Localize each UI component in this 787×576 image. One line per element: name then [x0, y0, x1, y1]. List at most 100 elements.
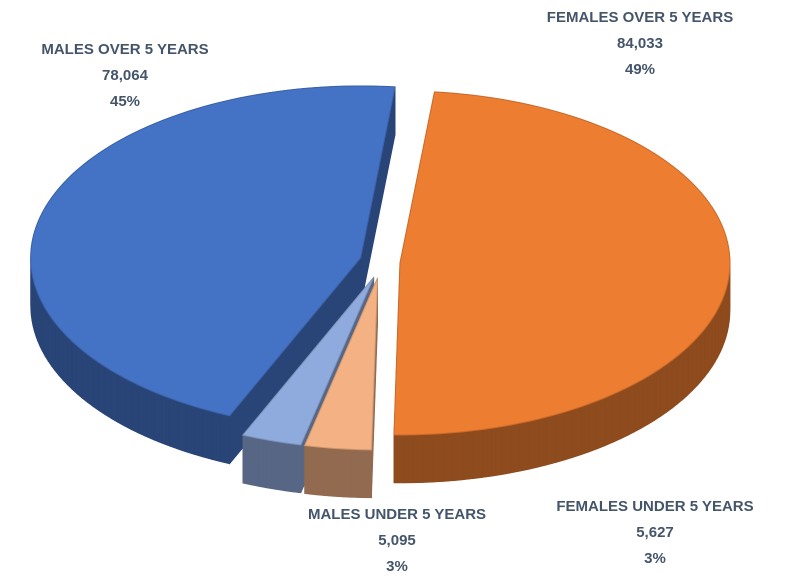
slice-side — [596, 397, 606, 450]
slice-top — [303, 277, 379, 451]
slice-side — [413, 434, 424, 484]
slice-side — [71, 340, 78, 395]
slice-side — [58, 326, 64, 381]
slice-side — [692, 337, 698, 392]
slice-side — [700, 327, 706, 383]
slice-side — [153, 391, 162, 444]
slice-side — [546, 414, 556, 466]
slice-side — [283, 442, 293, 493]
slice-side — [104, 366, 112, 420]
pie-slice — [393, 91, 731, 484]
slice-side — [87, 353, 94, 408]
slice-side — [720, 298, 723, 353]
slice-side — [423, 433, 434, 483]
pie-slice — [303, 277, 379, 499]
slice-side — [242, 434, 252, 486]
slice-side — [442, 432, 454, 482]
slice-value: 78,064 — [102, 67, 149, 84]
slice-side — [654, 367, 661, 422]
slice-side — [696, 332, 702, 387]
slice-side — [528, 418, 539, 470]
slice-percent: 3% — [644, 550, 666, 567]
slice-value: 5,627 — [636, 524, 674, 541]
slice-side — [500, 424, 511, 476]
slice-side — [711, 312, 716, 368]
slice-side — [537, 416, 548, 468]
slice-side — [202, 408, 213, 460]
slice-top — [241, 276, 375, 446]
slice-value: 5,095 — [378, 532, 416, 549]
slice-side — [138, 384, 147, 438]
slice-side — [403, 434, 414, 484]
slice-side — [131, 381, 140, 434]
slice-side — [169, 397, 179, 450]
slice-side — [361, 449, 372, 499]
slice-side — [266, 439, 276, 490]
slice-side — [41, 302, 46, 358]
slice-side — [332, 447, 343, 498]
slice-side — [292, 443, 302, 494]
slice-side — [161, 394, 170, 447]
slice-side — [117, 373, 126, 427]
slice-side — [634, 379, 642, 433]
slice-side — [323, 447, 334, 497]
slice-label: MALES UNDER 5 YEARS — [308, 506, 486, 523]
slice-side — [627, 383, 635, 437]
slice-side — [250, 436, 260, 487]
slice-side — [51, 316, 56, 372]
slice-side — [682, 346, 689, 401]
slice-side — [563, 409, 573, 461]
slice-side — [612, 390, 621, 443]
slice-side — [313, 446, 324, 496]
slice-side — [304, 445, 315, 496]
slice-side — [433, 433, 444, 483]
slice-side — [76, 345, 83, 399]
slice-side — [111, 370, 119, 423]
slice-side — [92, 357, 100, 412]
slice-side — [44, 307, 49, 363]
slice-side — [687, 341, 693, 396]
slice-side — [211, 411, 221, 463]
slice-side — [708, 317, 713, 373]
slice-side — [604, 394, 613, 447]
slice-label: FEMALES OVER 5 YEARS — [547, 9, 733, 26]
slice-side — [677, 350, 684, 405]
slice-side — [717, 303, 721, 358]
slice-side — [47, 312, 52, 367]
slice-top — [30, 85, 396, 417]
slice-side — [275, 441, 285, 492]
slice-label: MALES OVER 5 YEARS — [41, 41, 208, 58]
slice-side — [351, 449, 363, 498]
slice-percent: 49% — [625, 61, 655, 78]
slice-side — [472, 429, 483, 480]
slice-side — [452, 431, 464, 482]
slice-side — [572, 406, 582, 458]
pie-slice — [30, 85, 396, 465]
slice-side — [519, 420, 530, 472]
slice-side — [66, 335, 73, 390]
slice-side — [342, 448, 353, 498]
slice-side — [481, 427, 492, 478]
slice-side — [588, 400, 598, 453]
slice-percent: 45% — [110, 93, 140, 110]
slice-side — [146, 388, 155, 441]
slice-side — [220, 413, 230, 465]
slice-side — [510, 422, 520, 474]
slice-side — [671, 355, 678, 409]
slice-side — [462, 430, 473, 481]
slice-side — [194, 406, 204, 458]
slice-side — [714, 307, 719, 364]
slice-side — [555, 411, 565, 464]
slice-side — [98, 362, 106, 416]
slice-side — [660, 363, 667, 418]
slice-side — [491, 426, 502, 477]
slice-side — [619, 387, 628, 440]
slice-side — [62, 331, 68, 386]
slice-side — [580, 403, 590, 456]
slice-side — [641, 375, 649, 429]
slice-top — [393, 91, 731, 436]
slice-side — [185, 403, 195, 455]
slice-side — [37, 293, 41, 347]
slice-side — [39, 298, 43, 352]
